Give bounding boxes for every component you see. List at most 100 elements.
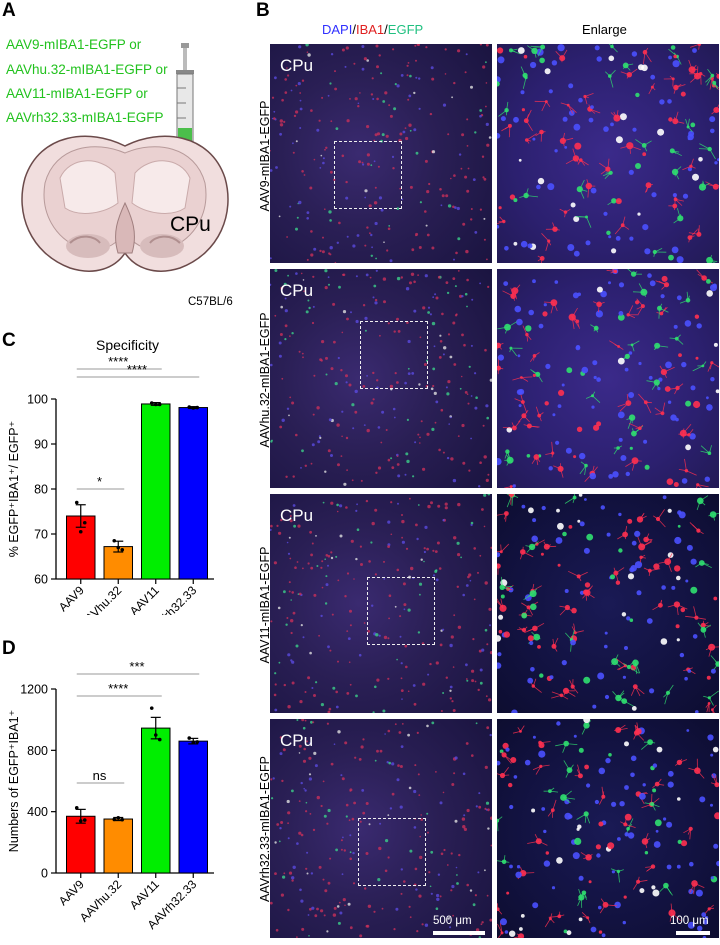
- stain-sep-2: /: [384, 22, 388, 37]
- bar: [141, 727, 171, 874]
- cell-scatter: [270, 494, 492, 713]
- chart-c: 60 70 80 90 100 % EGFP⁺IBA1⁺/ EGFP⁺ AAV9AAVhu.…: [7, 355, 214, 615]
- x-tick-label: AAV9: [56, 877, 87, 908]
- data-point: [74, 500, 79, 505]
- y-tick-label: 90: [34, 438, 48, 452]
- egfp-label: EGFP: [387, 22, 424, 37]
- cpu-label-a: CPu: [170, 213, 211, 236]
- x-tick-label: AAV11: [127, 877, 162, 912]
- panel-c-letter: C: [2, 330, 16, 351]
- panel-a-letter: A: [2, 0, 16, 21]
- inset-region-box: [367, 577, 435, 645]
- y-tick-label: 60: [34, 573, 48, 587]
- data-point: [116, 816, 121, 820]
- micrograph-overview: [270, 494, 492, 713]
- cpu-label: CPu: [280, 281, 314, 300]
- micrograph-enlarged: [497, 269, 719, 488]
- cpu-label: CPu: [280, 731, 314, 750]
- data-point: [149, 401, 154, 405]
- bar: [66, 815, 96, 874]
- vector-line-2: AAVhu.32-mIBA1-EGFP or: [6, 62, 168, 77]
- inset-region-box: [334, 141, 402, 209]
- cell-scatter: [497, 494, 719, 713]
- x-tick-label: AAV9: [56, 583, 87, 614]
- chart-c-title: Specificity: [96, 337, 160, 353]
- micrograph-enlarged: [497, 719, 719, 938]
- data-point: [112, 538, 117, 543]
- stain-sep-1: /: [352, 22, 356, 37]
- cell-scatter: [497, 719, 719, 938]
- data-point: [120, 547, 125, 552]
- y-tick-label: 80: [34, 483, 48, 497]
- scale-bar-500um: [433, 931, 485, 935]
- data-point: [153, 733, 158, 737]
- cell-scatter: [497, 269, 719, 488]
- cell-scatter: [497, 44, 719, 263]
- y-tick-label: 100: [27, 393, 48, 407]
- y-axis-label: Numbers of EGFP⁺IBA1⁺: [7, 710, 21, 852]
- data-point: [187, 405, 192, 409]
- y-tick-label: 0: [41, 867, 48, 881]
- data-point: [153, 402, 158, 407]
- data-point: [187, 736, 192, 740]
- iba1-label: IBA1: [355, 22, 385, 37]
- data-point: [112, 817, 117, 822]
- data-point: [149, 706, 154, 710]
- cell-scatter: [270, 719, 492, 938]
- micrograph-overview: [270, 44, 492, 263]
- x-tick-label: AAVhu.32: [77, 877, 125, 925]
- data-point: [195, 405, 200, 410]
- y-tick-label: 70: [34, 528, 48, 542]
- vector-line-4: AAVrh32.33-mIBA1-EGFP: [6, 110, 164, 125]
- cpu-label: CPu: [280, 506, 314, 525]
- data-point: [191, 406, 196, 410]
- cpu-label: CPu: [280, 56, 314, 75]
- scale-bar-100um-label: 100 μm: [670, 915, 709, 927]
- significance-label: ns: [93, 768, 107, 783]
- cell-scatter: [270, 269, 492, 488]
- micrograph-enlarged: [497, 44, 719, 263]
- micrograph-overview: [270, 719, 492, 938]
- data-point: [157, 402, 162, 407]
- cell-scatter: [270, 44, 492, 263]
- x-tick-label: AAVhu.32: [77, 583, 125, 615]
- data-point: [82, 520, 87, 525]
- panel-b-letter: B: [256, 0, 270, 21]
- strain-label: C57BL/6: [188, 296, 233, 308]
- data-point: [78, 819, 83, 823]
- micrograph-overview: [270, 269, 492, 488]
- stain-header: DAPI/IBA1/EGFP: [322, 22, 423, 37]
- y-tick-label: 1200: [20, 683, 48, 697]
- significance-label: ****: [108, 355, 128, 369]
- inset-region-box: [360, 321, 428, 389]
- data-point: [191, 740, 196, 745]
- data-point: [120, 817, 125, 822]
- data-point: [78, 529, 83, 534]
- data-point: [82, 818, 87, 822]
- panel-d-letter: D: [2, 638, 16, 659]
- significance-label: ***: [129, 659, 144, 674]
- micrograph-enlarged: [497, 494, 719, 713]
- y-tick-label: 800: [27, 744, 48, 758]
- brain-section-icon: [21, 135, 229, 272]
- significance-label: ****: [108, 681, 128, 696]
- scale-bar-100um: [676, 931, 710, 935]
- bar: [178, 740, 208, 874]
- vector-line-1: AAV9-mIBA1-EGFP or: [6, 37, 142, 52]
- brain-injection-schematic: [21, 43, 229, 272]
- chart-d: 0 400 800 1200 Numbers of EGFP⁺IBA1⁺ AAV9AAVh…: [7, 659, 214, 932]
- data-point: [116, 545, 121, 550]
- significance-label: *: [97, 474, 102, 489]
- dapi-label: DAPI: [322, 22, 353, 37]
- y-axis-label: % EGFP⁺IBA1⁺/ EGFP⁺: [7, 421, 21, 558]
- x-tick-label: AAV11: [127, 583, 162, 615]
- significance-label: ****: [127, 362, 147, 377]
- data-point: [74, 806, 79, 810]
- bar: [141, 403, 171, 580]
- scale-bar-500um-label: 500 μm: [433, 915, 472, 927]
- bar: [178, 407, 208, 580]
- data-point: [195, 740, 200, 744]
- y-tick-label: 400: [27, 805, 48, 819]
- data-point: [157, 737, 162, 742]
- inset-region-box: [358, 818, 426, 886]
